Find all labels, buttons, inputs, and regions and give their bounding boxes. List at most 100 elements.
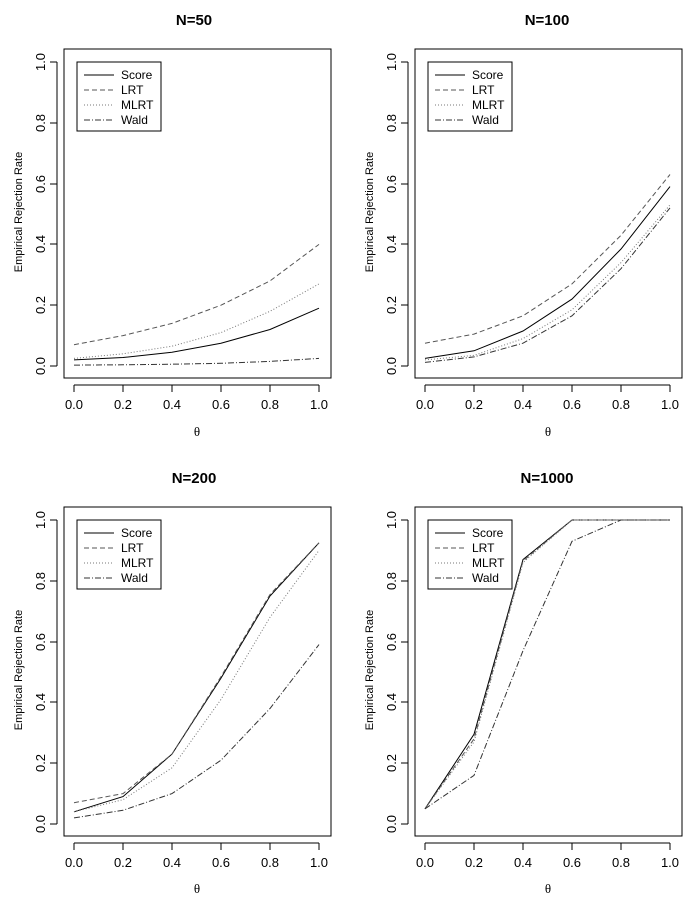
y-tick-label: 0.2 [384, 296, 399, 314]
x-tick-label: 0.6 [563, 855, 581, 870]
series-line-lrt [424, 174, 671, 344]
plot-area [424, 519, 670, 810]
series-line-score [73, 542, 320, 813]
legend-label-wald: Wald [121, 571, 148, 585]
y-tick-label: 1.0 [33, 511, 48, 529]
legend-label-mlrt: MLRT [472, 556, 505, 570]
legend-label-lrt: LRT [121, 83, 144, 97]
panel-title: N=50 [176, 12, 212, 29]
x-axis: 0.0 0.2 0.4 0.6 0.8 1.0 [416, 842, 679, 870]
legend-label-score: Score [472, 526, 504, 540]
y-tick-label: 0.0 [33, 357, 48, 375]
legend-label-wald: Wald [121, 113, 148, 127]
y-tick-label: 0.0 [384, 815, 399, 833]
plot-frame [63, 48, 332, 379]
legend-label-lrt: LRT [121, 541, 144, 555]
x-tick-label: 0.4 [514, 397, 532, 412]
y-axis-label: Empirical Rejection Rate [13, 610, 25, 730]
y-axis: 0.0 0.2 0.4 0.6 0.8 1.0 [384, 53, 409, 375]
y-axis: 0.0 0.2 0.4 0.6 0.8 1.0 [33, 511, 58, 833]
panel-title: N=1000 [521, 470, 574, 487]
y-axis: 0.0 0.2 0.4 0.6 0.8 1.0 [384, 511, 409, 833]
x-tick-label: 0.2 [465, 397, 483, 412]
y-axis-label: Empirical Rejection Rate [364, 152, 376, 272]
x-tick-label: 0.6 [563, 397, 581, 412]
x-axis-label: θ [545, 424, 551, 439]
y-tick-label: 0.4 [384, 235, 399, 253]
y-tick-label: 0.8 [384, 114, 399, 132]
plot-area [73, 243, 320, 366]
x-axis-label: θ [194, 424, 200, 439]
y-axis: 0.0 0.2 0.4 0.6 0.8 1.0 [33, 53, 58, 375]
series-line-score [424, 519, 670, 810]
y-tick-label: 0.4 [384, 693, 399, 711]
legend-label-mlrt: MLRT [472, 98, 505, 112]
x-tick-label: 0.4 [163, 397, 181, 412]
y-tick-label: 1.0 [33, 53, 48, 71]
legend-label-wald: Wald [472, 571, 499, 585]
y-tick-label: 0.4 [33, 693, 48, 711]
y-tick-label: 0.2 [33, 296, 48, 314]
x-tick-label: 0.2 [114, 397, 132, 412]
legend-box [76, 61, 162, 132]
series-line-wald [424, 207, 671, 363]
panel-title: N=200 [172, 470, 217, 487]
x-tick-label: 1.0 [661, 397, 679, 412]
x-tick-label: 0.2 [465, 855, 483, 870]
panel-title: N=100 [525, 12, 570, 29]
x-tick-label: 0.8 [612, 397, 630, 412]
legend: Score LRT MLRT Wald [427, 61, 513, 132]
y-tick-label: 0.8 [384, 572, 399, 590]
legend-label-score: Score [121, 68, 153, 82]
panel-n200: N=200 Empirical Rejection Rate θ 0.0 0.2… [13, 470, 332, 896]
series-line-wald [73, 644, 320, 819]
y-tick-label: 0.4 [33, 235, 48, 253]
plot-frame [414, 48, 683, 379]
series-line-mlrt [73, 283, 320, 359]
y-tick-label: 0.2 [33, 754, 48, 772]
x-tick-label: 0.0 [416, 397, 434, 412]
x-tick-label: 0.8 [612, 855, 630, 870]
legend-label-score: Score [472, 68, 504, 82]
series-line-lrt [424, 519, 670, 810]
y-tick-label: 0.8 [33, 114, 48, 132]
series-line-mlrt [73, 550, 320, 813]
x-tick-label: 0.4 [163, 855, 181, 870]
x-tick-label: 0.0 [65, 397, 83, 412]
y-tick-label: 0.0 [384, 357, 399, 375]
y-tick-label: 0.6 [384, 175, 399, 193]
series-line-mlrt [424, 204, 671, 361]
y-tick-label: 1.0 [384, 53, 399, 71]
x-tick-label: 0.2 [114, 855, 132, 870]
series-line-score [73, 307, 320, 361]
legend-label-lrt: LRT [472, 541, 495, 555]
y-tick-label: 0.2 [384, 754, 399, 772]
x-tick-label: 1.0 [310, 397, 328, 412]
x-tick-label: 0.4 [514, 855, 532, 870]
series-line-lrt [73, 542, 320, 804]
x-axis-label: θ [545, 881, 551, 896]
series-line-wald [73, 357, 320, 366]
x-axis: 0.0 0.2 0.4 0.6 0.8 1.0 [65, 384, 328, 412]
plot-frame [63, 506, 332, 837]
x-axis: 0.0 0.2 0.4 0.6 0.8 1.0 [416, 384, 679, 412]
panel-n50: N=50 Empirical Rejection Rate θ 0.0 0.2 … [13, 12, 332, 439]
legend-label-mlrt: MLRT [121, 98, 154, 112]
legend-label-wald: Wald [472, 113, 499, 127]
plot-area [424, 174, 671, 363]
legend: Score LRT MLRT Wald [76, 519, 162, 590]
legend-box [76, 519, 162, 590]
series-line-mlrt [424, 519, 670, 810]
series-line-score [424, 186, 671, 359]
x-tick-label: 1.0 [661, 855, 679, 870]
y-tick-label: 0.0 [33, 815, 48, 833]
series-line-wald [424, 519, 670, 810]
x-tick-label: 0.0 [65, 855, 83, 870]
plot-frame [414, 506, 683, 837]
x-tick-label: 0.8 [261, 397, 279, 412]
panel-n1000: N=1000 Empirical Rejection Rate θ 0.0 0.… [364, 470, 683, 896]
x-tick-label: 0.6 [212, 397, 230, 412]
y-tick-label: 1.0 [384, 511, 399, 529]
legend-box [427, 61, 513, 132]
